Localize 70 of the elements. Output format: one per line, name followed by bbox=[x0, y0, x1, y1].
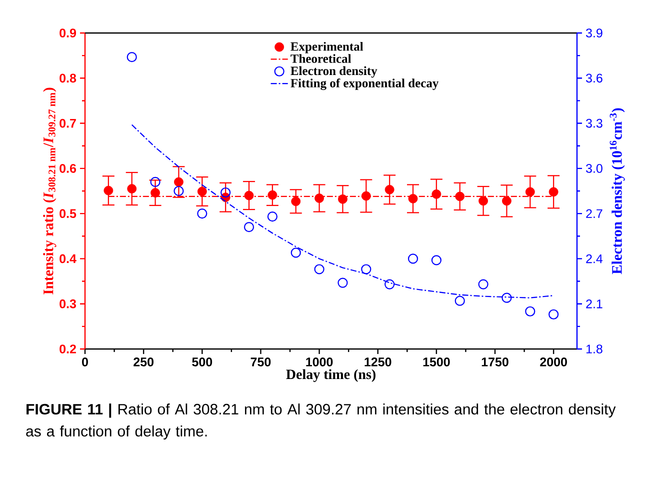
x-axis-title: Delay time (ns) bbox=[286, 369, 376, 382]
point bbox=[384, 279, 395, 290]
point bbox=[174, 177, 184, 187]
point bbox=[455, 192, 465, 202]
x-tick-label: 500 bbox=[192, 358, 212, 366]
y2-tick-label: 3.0 bbox=[586, 164, 602, 173]
text: FIGURE 11 | Ratio of Al 308.21 nm to Al 309.27 nm intensities and the electron density as a function of delay time. bbox=[26, 404, 616, 440]
point bbox=[267, 212, 278, 222]
point bbox=[314, 264, 324, 274]
y2-tick-label: 2.7 bbox=[586, 209, 602, 218]
point bbox=[384, 184, 394, 194]
y-tick-label: 0.6 bbox=[60, 164, 76, 173]
point bbox=[408, 254, 418, 264]
y-tick-label: 0.4 bbox=[60, 254, 76, 264]
legend-label: Experimental bbox=[290, 42, 364, 54]
point bbox=[291, 196, 301, 206]
point bbox=[150, 188, 160, 198]
point bbox=[454, 296, 465, 306]
legend-label: Electron density bbox=[290, 66, 378, 78]
point bbox=[338, 278, 348, 288]
y-tick-label: 0.7 bbox=[60, 118, 76, 128]
point bbox=[548, 309, 559, 320]
x-tick-label: 1000 bbox=[306, 358, 333, 366]
point bbox=[268, 190, 278, 200]
point bbox=[244, 222, 254, 232]
x-tick-label: 250 bbox=[134, 358, 154, 366]
y2-axis-title: Electron density (10$^{16}$cm$^{-3}$) bbox=[610, 108, 625, 274]
point bbox=[432, 189, 442, 199]
y2-tick-label: 3.3 bbox=[586, 118, 602, 128]
y2-tick-label: 1.8 bbox=[586, 344, 602, 354]
point bbox=[361, 264, 372, 274]
y-tick-label: 0.9 bbox=[60, 28, 76, 38]
point bbox=[338, 194, 348, 204]
y-tick-label: 0.3 bbox=[60, 299, 76, 308]
y2-tick-label: 2.1 bbox=[586, 299, 602, 308]
point bbox=[478, 279, 488, 290]
y2-tick-label: 3.6 bbox=[586, 74, 602, 83]
x-tick-label: 750 bbox=[250, 358, 271, 366]
y2-tick-label: 3.9 bbox=[586, 28, 602, 38]
y-tick-label: 0.2 bbox=[60, 344, 76, 354]
point bbox=[126, 52, 137, 62]
legend-label: Theoretical bbox=[290, 54, 352, 63]
point bbox=[431, 255, 442, 266]
point bbox=[478, 196, 488, 206]
x-tick-label: 2000 bbox=[540, 358, 567, 366]
point bbox=[197, 186, 207, 196]
point bbox=[197, 208, 208, 219]
point bbox=[408, 194, 418, 204]
point bbox=[502, 196, 512, 206]
y-tick-label: 0.5 bbox=[60, 209, 76, 218]
point bbox=[220, 187, 231, 198]
point bbox=[290, 248, 301, 258]
point bbox=[525, 187, 535, 197]
point bbox=[502, 292, 512, 303]
point bbox=[548, 187, 558, 197]
y2-tick-label: 2.4 bbox=[586, 254, 603, 264]
point bbox=[314, 194, 324, 203]
x-tick-label: 1500 bbox=[423, 358, 450, 366]
x-tick-label: 1750 bbox=[482, 358, 508, 366]
point bbox=[525, 306, 536, 316]
point bbox=[361, 191, 371, 201]
point bbox=[104, 186, 114, 196]
point bbox=[150, 176, 160, 188]
point bbox=[174, 186, 184, 196]
point bbox=[244, 190, 254, 200]
x-tick-label: 0 bbox=[82, 358, 88, 366]
x-tick-label: 1250 bbox=[364, 358, 392, 366]
legend-label: Fitting of exponential decay bbox=[290, 78, 439, 90]
y-tick-label: 0.8 bbox=[60, 74, 76, 83]
point bbox=[127, 184, 137, 194]
